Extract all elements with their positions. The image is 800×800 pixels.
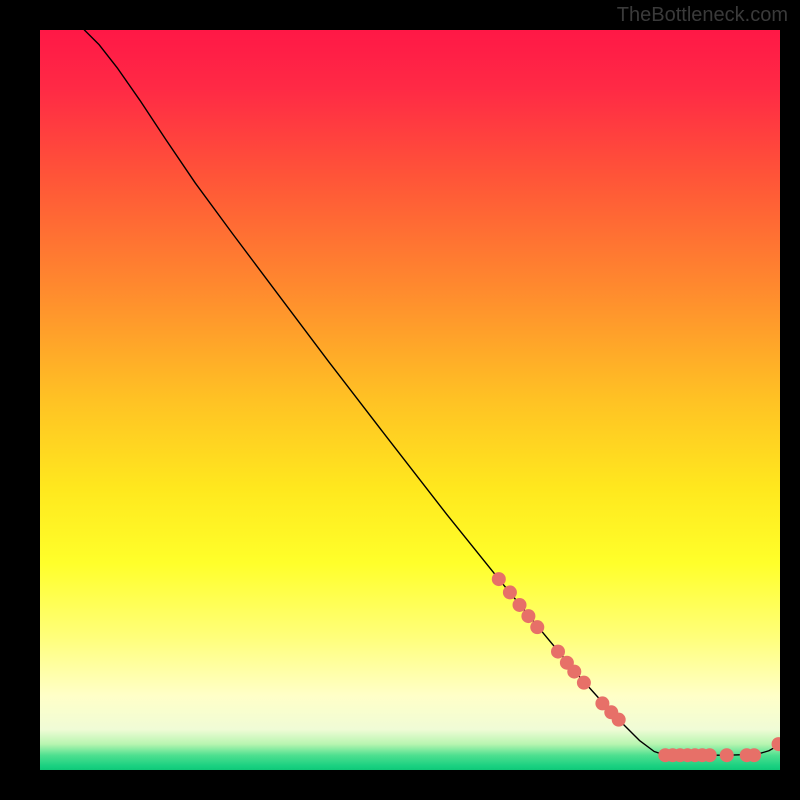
data-marker — [503, 585, 517, 599]
gradient-background — [40, 30, 780, 770]
data-marker — [703, 748, 717, 762]
data-marker — [612, 713, 626, 727]
data-marker — [521, 609, 535, 623]
data-marker — [513, 598, 527, 612]
data-marker — [567, 665, 581, 679]
chart-container: TheBottleneck.com — [0, 0, 800, 800]
plot-area — [40, 30, 780, 770]
data-marker — [530, 620, 544, 634]
data-marker — [551, 645, 565, 659]
plot-svg — [40, 30, 780, 770]
data-marker — [747, 748, 761, 762]
watermark-text: TheBottleneck.com — [617, 4, 788, 27]
data-marker — [577, 676, 591, 690]
data-marker — [492, 572, 506, 586]
data-marker — [720, 748, 734, 762]
